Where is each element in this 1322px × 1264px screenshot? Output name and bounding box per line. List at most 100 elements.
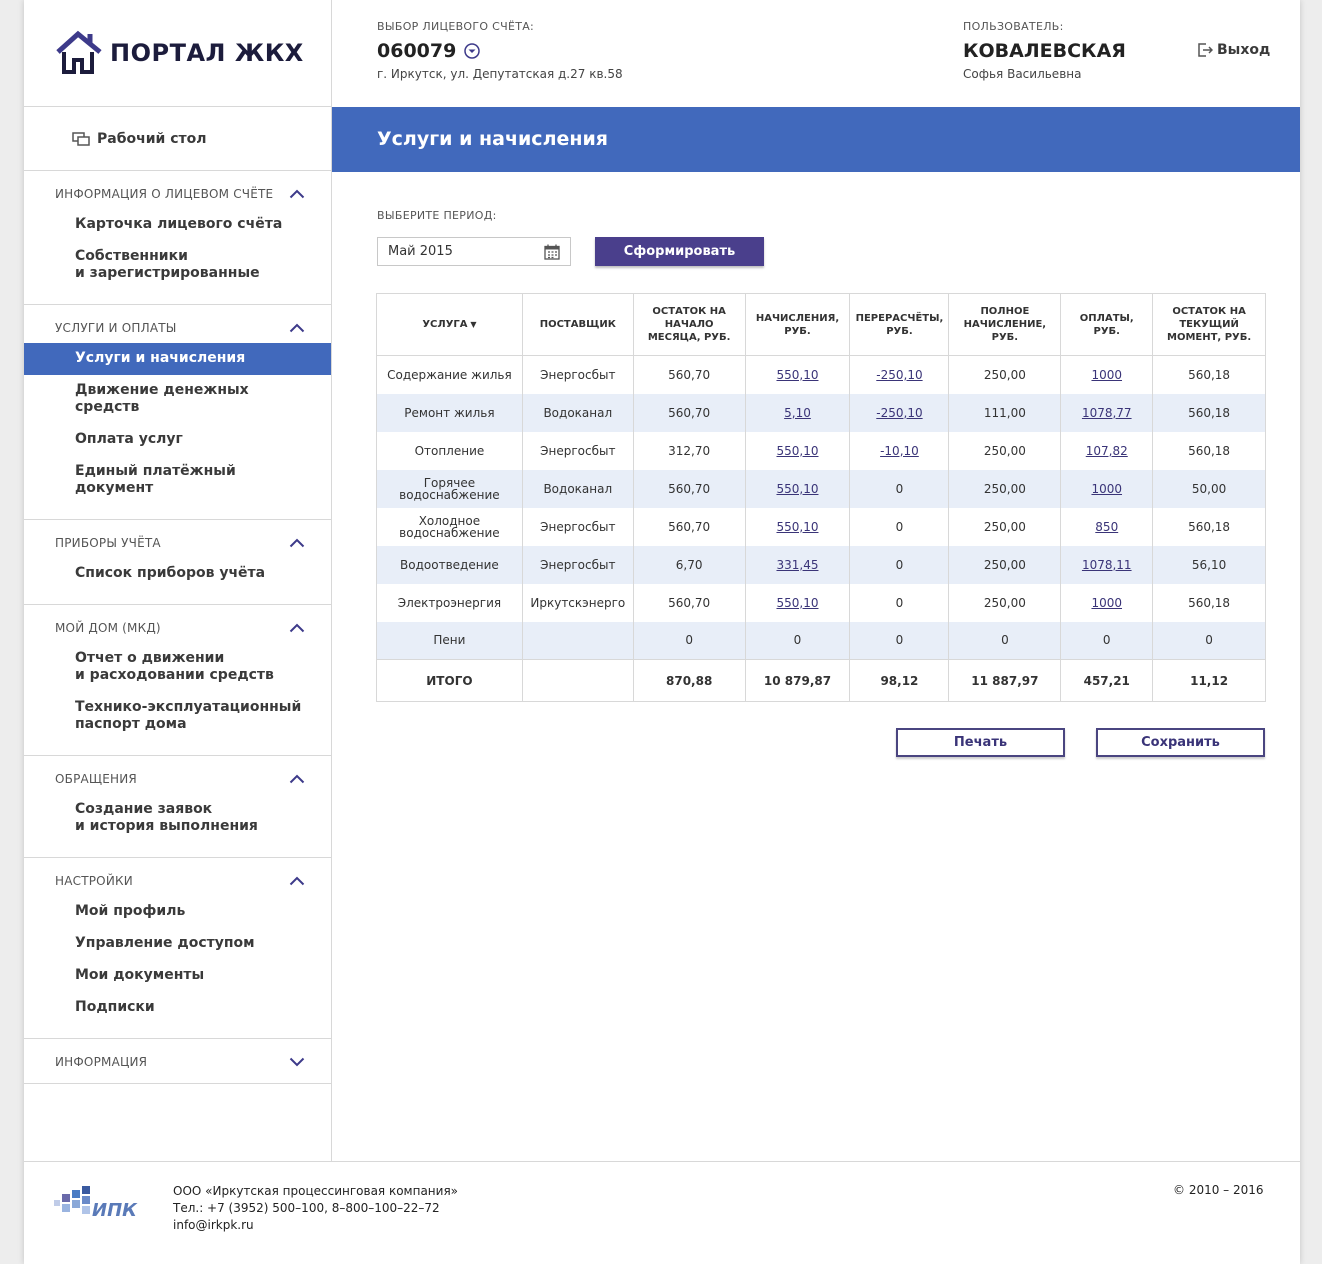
nav-section-title: ИНФОРМАЦИЯ О ЛИЦЕВОМ СЧЁТЕ <box>55 187 274 201</box>
table-cell: 560,70 <box>632 355 746 394</box>
nav-section-title: УСЛУГИ И ОПЛАТЫ <box>55 321 177 335</box>
sidebar-item[interactable]: Движение денежных средств <box>75 382 249 415</box>
total-cell: ИТОГО <box>376 659 523 702</box>
table-cell: 560,18 <box>1152 507 1266 546</box>
cell-link[interactable]: 5,10 <box>784 405 811 420</box>
chevron-up-icon[interactable] <box>289 189 305 199</box>
cell-link[interactable]: -10,10 <box>880 443 919 458</box>
sidebar-item[interactable]: Единый платёжный документ <box>75 463 236 496</box>
column-header: ОСТАТОК НА ТЕКУЩИЙ МОМЕНТ, РУБ. <box>1152 293 1266 356</box>
chevron-up-icon[interactable] <box>289 323 305 333</box>
chevron-down-icon[interactable] <box>289 1057 305 1067</box>
chevron-up-icon[interactable] <box>289 538 305 548</box>
chevron-up-icon[interactable] <box>289 876 305 886</box>
table-row: Холодное водоснабжение Энергосбыт 560,70 55… <box>376 507 1266 546</box>
logout-button[interactable]: Выход <box>1198 42 1270 58</box>
footer-phone: Тел.: +7 (3952) 500–100, 8–800–100–22–72 <box>173 1201 440 1215</box>
sidebar-item[interactable]: Создание заявок и история выполнения <box>75 801 258 834</box>
period-input[interactable]: Май 2015 <box>377 237 571 266</box>
generate-button[interactable]: Сформировать <box>595 237 764 266</box>
logo[interactable]: ПОРТАЛ ЖКХ <box>24 0 331 107</box>
table-cell: -10,10 <box>849 431 950 470</box>
table-row: Ремонт жилья Водоканал 560,70 5,10 -250,10 11… <box>376 393 1266 432</box>
table-cell: 560,18 <box>1152 393 1266 432</box>
nav-section-header[interactable]: МОЙ ДОМ (МКД) <box>24 605 331 643</box>
table-cell: 560,70 <box>632 507 746 546</box>
page: ПОРТАЛ ЖКХ Рабочий стол ИНФОРМАЦИЯ О ЛИЦ… <box>24 0 1300 1264</box>
table-cell: Горячее водоснабжение <box>376 469 523 508</box>
period-label: ВЫБЕРИТЕ ПЕРИОД: <box>377 209 497 222</box>
sidebar-item[interactable]: Мой профиль <box>75 903 186 919</box>
account-number: 060079 <box>377 40 457 62</box>
sidebar-item[interactable]: Список приборов учёта <box>75 565 266 581</box>
sidebar-item[interactable]: Технико-эксплуатационный паспорт дома <box>75 699 302 732</box>
table-cell: Энергосбыт <box>521 431 634 470</box>
nav-section-header[interactable]: ОБРАЩЕНИЯ <box>24 756 331 794</box>
table-cell: 560,70 <box>632 583 746 622</box>
cell-link[interactable]: 550,10 <box>776 367 819 382</box>
table-cell: 250,00 <box>948 545 1062 584</box>
table-cell: 331,45 <box>744 545 851 584</box>
column-header: ПОСТАВЩИК <box>521 293 634 356</box>
nav-section-header[interactable]: ПРИБОРЫ УЧЁТА <box>24 520 331 558</box>
sidebar-item[interactable]: Собственники и зарегистрированные <box>75 248 260 281</box>
calendar-icon[interactable] <box>544 244 560 260</box>
account-selector[interactable]: 060079 <box>377 40 481 62</box>
table-cell: 1000 <box>1060 355 1154 394</box>
sidebar-item[interactable]: Услуги и начисления <box>24 343 331 375</box>
sidebar-item[interactable]: Отчет о движении и расходовании средств <box>75 650 274 683</box>
nav-section-header[interactable]: ИНФОРМАЦИЯ <box>24 1039 331 1077</box>
cell-link[interactable]: 550,10 <box>776 595 819 610</box>
table-cell: Энергосбыт <box>521 545 634 584</box>
table-cell: Энергосбыт <box>521 507 634 546</box>
chevron-up-icon[interactable] <box>289 774 305 784</box>
chevron-circle-down-icon[interactable] <box>464 43 481 59</box>
nav-section: УСЛУГИ И ОПЛАТЫ Услуги и начисления Движен… <box>24 305 331 520</box>
cell-link[interactable]: 1000 <box>1091 595 1123 610</box>
cell-link[interactable]: -250,10 <box>876 405 923 420</box>
column-header[interactable]: УСЛУГА ▼ <box>376 293 523 356</box>
nav-section-title: МОЙ ДОМ (МКД) <box>55 621 161 635</box>
cell-link[interactable]: 1078,77 <box>1081 405 1132 420</box>
table-cell: 250,00 <box>948 583 1062 622</box>
table-row: Отопление Энергосбыт 312,70 550,10 -10,10 250… <box>376 431 1266 470</box>
sidebar-item-desktop[interactable]: Рабочий стол <box>24 107 331 171</box>
cell-link[interactable]: 550,10 <box>776 443 819 458</box>
column-header: НАЧИСЛЕНИЯ, РУБ. <box>744 293 851 356</box>
table-row: Содержание жилья Энергосбыт 560,70 550,10 -2… <box>376 355 1266 394</box>
nav-section-header[interactable]: ИНФОРМАЦИЯ О ЛИЦЕВОМ СЧЁТЕ <box>24 171 331 209</box>
cell-link[interactable]: 850 <box>1095 519 1119 534</box>
sidebar-item[interactable]: Оплата услуг <box>75 431 183 447</box>
sidebar-item[interactable]: Мои документы <box>75 967 205 983</box>
table-cell <box>521 621 634 660</box>
table-cell: 0 <box>849 469 950 508</box>
cell-link[interactable]: 1000 <box>1091 481 1123 496</box>
table-total-row: ИТОГО 870,88 10 879,87 98,12 11 887,97 457,21… <box>376 659 1266 702</box>
cell-link[interactable]: -250,10 <box>876 367 923 382</box>
logout-label: Выход <box>1217 42 1271 58</box>
sidebar-item[interactable]: Подписки <box>75 999 155 1015</box>
sidebar-item-label: Рабочий стол <box>97 130 207 147</box>
table-cell: 250,00 <box>948 431 1062 470</box>
cell-link[interactable]: 331,45 <box>776 557 819 572</box>
cell-link[interactable]: 1078,11 <box>1081 557 1132 572</box>
total-cell: 457,21 <box>1060 659 1154 702</box>
period-value: Май 2015 <box>388 244 453 259</box>
footer: ИПК ООО «Иркутская процессинговая компан… <box>24 1161 1300 1264</box>
cell-link[interactable]: 550,10 <box>776 519 819 534</box>
nav-section-header[interactable]: УСЛУГИ И ОПЛАТЫ <box>24 305 331 343</box>
cell-link[interactable]: 1000 <box>1091 367 1123 382</box>
chevron-up-icon[interactable] <box>289 623 305 633</box>
print-button[interactable]: Печать <box>896 728 1065 757</box>
save-button[interactable]: Сохранить <box>1096 728 1265 757</box>
table-cell: 550,10 <box>744 431 851 470</box>
footer-email[interactable]: info@irkpk.ru <box>173 1218 254 1232</box>
sidebar-item[interactable]: Управление доступом <box>75 935 255 951</box>
cell-link[interactable]: 550,10 <box>776 481 819 496</box>
table-cell: 1000 <box>1060 469 1154 508</box>
nav-section-header[interactable]: НАСТРОЙКИ <box>24 858 331 896</box>
sidebar-item[interactable]: Карточка лицевого счёта <box>75 216 283 232</box>
sort-caret-icon[interactable]: ▼ <box>467 320 477 329</box>
table-cell: 560,70 <box>632 469 746 508</box>
cell-link[interactable]: 107,82 <box>1085 443 1128 458</box>
